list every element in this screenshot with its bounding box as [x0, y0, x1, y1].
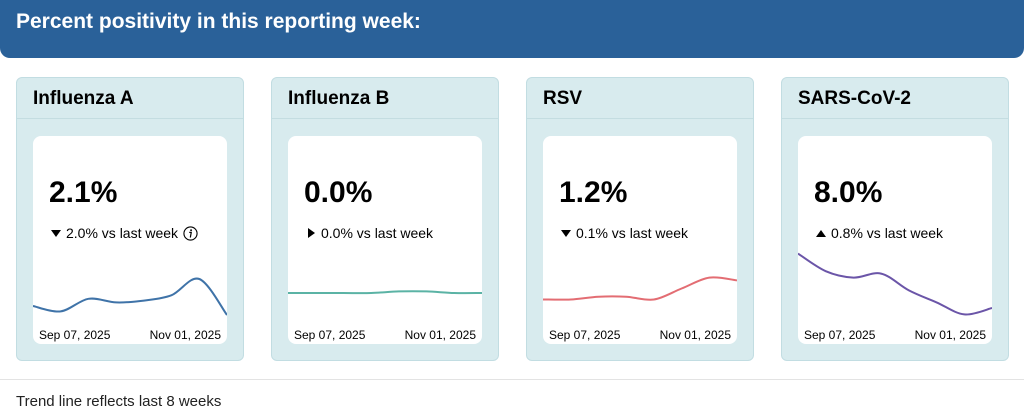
start-date: Sep 07, 2025: [294, 328, 366, 342]
card-title: SARS-CoV-2: [782, 78, 1008, 119]
card-body: 8.0% 0.8% vs last week Sep 07, 2025 Nov …: [798, 136, 992, 344]
card-title: RSV: [527, 78, 753, 119]
card-rsv: RSV 1.2% 0.1% vs last week Sep 07, 2025 …: [526, 77, 754, 361]
positivity-value: 0.0%: [304, 176, 373, 209]
end-date: Nov 01, 2025: [659, 328, 731, 342]
trend-line: [288, 290, 482, 295]
card-influenza-b: Influenza B 0.0% 0.0% vs last week Sep 0…: [271, 77, 499, 361]
trend-series-line: [288, 290, 482, 295]
trend-line: [543, 276, 737, 301]
triangle-down-icon: [51, 230, 61, 237]
trend-series-line: [543, 276, 737, 301]
positivity-value: 1.2%: [559, 176, 628, 209]
end-date: Nov 01, 2025: [914, 328, 986, 342]
end-date: Nov 01, 2025: [404, 328, 476, 342]
change-text: 2.0% vs last week: [66, 225, 179, 241]
positivity-value: 8.0%: [814, 176, 883, 209]
card-body: 2.1% 2.0% vs last week Sep 07, 2025 Nov …: [33, 136, 227, 344]
divider: [0, 379, 1024, 380]
triangle-up-icon: [816, 230, 826, 237]
page-header: Percent positivity in this reporting wee…: [0, 0, 1024, 58]
page-title: Percent positivity in this reporting wee…: [16, 10, 421, 33]
change-text: 0.8% vs last week: [831, 225, 944, 241]
change-text: 0.1% vs last week: [576, 225, 689, 241]
card-sars-cov-2: SARS-CoV-2 8.0% 0.8% vs last week Sep 07…: [781, 77, 1009, 361]
card-title: Influenza A: [17, 78, 243, 119]
triangle-right-icon: [308, 228, 315, 238]
start-date: Sep 07, 2025: [39, 328, 111, 342]
weekly-change: 0.0% vs last week: [305, 225, 433, 241]
positivity-value: 2.1%: [49, 176, 118, 209]
triangle-down-icon: [561, 230, 571, 237]
card-body: 1.2% 0.1% vs last week Sep 07, 2025 Nov …: [543, 136, 737, 344]
start-date: Sep 07, 2025: [804, 328, 876, 342]
trend-line: [798, 252, 992, 316]
card-title: Influenza B: [272, 78, 498, 119]
weekly-change: 0.1% vs last week: [560, 225, 688, 241]
start-date: Sep 07, 2025: [549, 328, 621, 342]
trend-series-line: [33, 277, 227, 316]
metric-cards: Influenza A 2.1% 2.0% vs last week Sep 0…: [16, 77, 1009, 361]
card-influenza-a: Influenza A 2.1% 2.0% vs last week Sep 0…: [16, 77, 244, 361]
end-date: Nov 01, 2025: [149, 328, 221, 342]
trend-series-line: [798, 252, 992, 316]
footnote: Trend line reflects last 8 weeks: [16, 393, 222, 410]
change-text: 0.0% vs last week: [321, 225, 434, 241]
weekly-change: 0.8% vs last week: [815, 225, 943, 241]
trend-line: [33, 277, 227, 316]
info-icon[interactable]: [183, 225, 198, 241]
weekly-change: 2.0% vs last week: [50, 225, 198, 241]
card-body: 0.0% 0.0% vs last week Sep 07, 2025 Nov …: [288, 136, 482, 344]
